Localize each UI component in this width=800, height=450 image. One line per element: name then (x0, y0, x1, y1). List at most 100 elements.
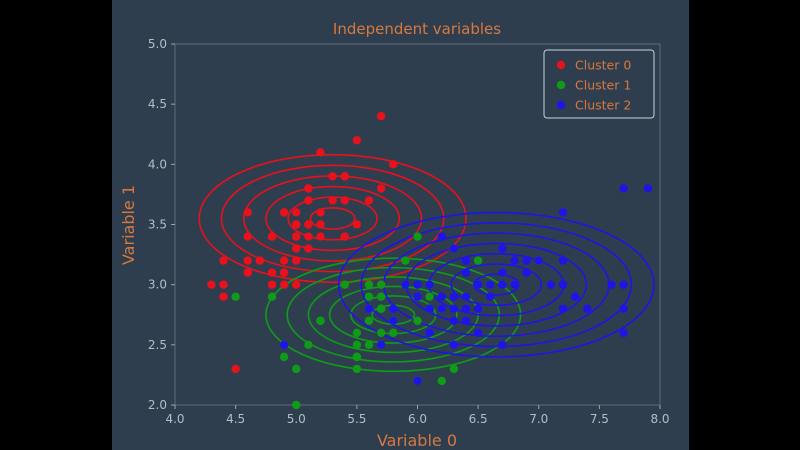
cluster-1-contour (286, 266, 501, 363)
cluster-0-point (389, 160, 398, 169)
cluster-2-point (425, 328, 434, 337)
cluster-1-point (413, 232, 422, 241)
cluster-0-point (267, 280, 277, 289)
cluster-0-point (292, 244, 301, 253)
cluster-1-point (389, 328, 398, 337)
cluster-1-point (376, 280, 386, 289)
cluster-2-contour (427, 252, 565, 317)
contour-layer (198, 153, 655, 373)
cluster-2-point (437, 304, 446, 313)
cluster-1-point (364, 292, 374, 301)
cluster-2-point (546, 280, 556, 289)
cluster-2-point (389, 304, 398, 313)
cluster-1-contour (328, 285, 458, 344)
y-tick-label: 4.5 (148, 97, 167, 111)
cluster-2-point (522, 268, 531, 277)
cluster-2-point (401, 280, 410, 289)
cluster-0-point (243, 256, 252, 265)
cluster-0-contour (242, 175, 423, 262)
cluster-0-point (292, 232, 301, 241)
cluster-0-point (340, 232, 349, 241)
x-tick-label: 5.0 (287, 412, 306, 426)
cluster-0-point (304, 232, 313, 241)
cluster-2-point (498, 340, 507, 350)
cluster-2-contour (472, 273, 520, 296)
cluster-0-point (340, 172, 349, 181)
y-tick-label: 4.0 (148, 157, 167, 171)
cluster-1-point (376, 304, 386, 313)
cluster-2-point (461, 304, 471, 313)
chart-title: Independent variables (333, 20, 501, 38)
legend-marker (556, 80, 566, 90)
cluster-0-point (340, 196, 349, 205)
cluster-0-point (243, 208, 252, 217)
cluster-0-point (352, 136, 362, 145)
cluster-2-point (570, 292, 580, 301)
cluster-2-point (558, 304, 568, 313)
cluster-2-point (619, 184, 628, 193)
x-tick-label: 6.5 (469, 412, 488, 426)
cluster-1-point (364, 316, 374, 325)
cluster-2-contour (450, 263, 543, 307)
cluster-0-point (279, 280, 289, 289)
cluster-1-contour (350, 295, 437, 335)
cluster-1-point (352, 340, 362, 350)
cluster-1-contour (265, 257, 522, 373)
cluster-1-point (352, 328, 362, 337)
cluster-1-point (340, 280, 349, 289)
y-tick-label: 5.0 (148, 37, 167, 51)
cluster-2-point (473, 280, 483, 289)
y-tick-label: 2.0 (148, 398, 167, 412)
cluster-1-point (364, 280, 374, 289)
cluster-0-point (376, 184, 386, 193)
chart-figure: Independent variables Variable 0 Variabl… (112, 0, 689, 450)
cluster-1-point (279, 352, 289, 362)
cluster-2-point (437, 292, 446, 301)
cluster-1-point (437, 376, 446, 386)
cluster-2-point (558, 280, 568, 289)
cluster-2-point (449, 304, 459, 313)
cluster-0-point (316, 220, 325, 229)
x-axis-title: Variable 0 (377, 431, 457, 450)
cluster-1-point (316, 316, 325, 325)
cluster-2-point (486, 292, 495, 301)
y-tick-label: 3.5 (148, 218, 167, 232)
x-tick-label: 6.0 (408, 412, 427, 426)
cluster-2-points (279, 184, 653, 386)
y-axis-title: Variable 1 (119, 185, 138, 265)
cluster-1-point (364, 340, 374, 350)
cluster-1-point (376, 292, 386, 301)
cluster-0-point (279, 268, 289, 277)
cluster-2-point (498, 268, 507, 277)
cluster-0-point (231, 364, 240, 374)
cluster-0-point (279, 208, 289, 217)
legend-label: Cluster 0 (575, 58, 631, 73)
cluster-2-point (619, 304, 628, 313)
cluster-0-point (352, 220, 362, 229)
cluster-1-point (267, 292, 277, 301)
cluster-2-point (389, 316, 398, 325)
cluster-2-point (425, 304, 434, 313)
x-tick-label: 7.0 (529, 412, 548, 426)
cluster-2-point (643, 184, 653, 193)
cluster-2-point (413, 376, 422, 386)
cluster-2-point (461, 316, 471, 325)
cluster-2-point (449, 244, 459, 253)
y-tick-label: 3.0 (148, 278, 167, 292)
cluster-1-point (304, 340, 313, 350)
cluster-0-point (207, 280, 216, 289)
cluster-0-point (267, 232, 277, 241)
cluster-0-contour (265, 185, 401, 252)
cluster-2-point (413, 292, 422, 301)
legend-label: Cluster 1 (575, 78, 631, 93)
x-tick-label: 5.5 (347, 412, 366, 426)
cluster-2-point (376, 340, 386, 350)
cluster-0-point (304, 220, 313, 229)
cluster-0-point (304, 184, 313, 193)
cluster-1-point (231, 292, 240, 301)
cluster-2-point (558, 208, 568, 217)
cluster-2-point (364, 304, 374, 313)
cluster-0-point (364, 196, 374, 205)
cluster-0-point (219, 292, 228, 301)
legend: Cluster 0 Cluster 1 Cluster 2 (543, 49, 655, 119)
